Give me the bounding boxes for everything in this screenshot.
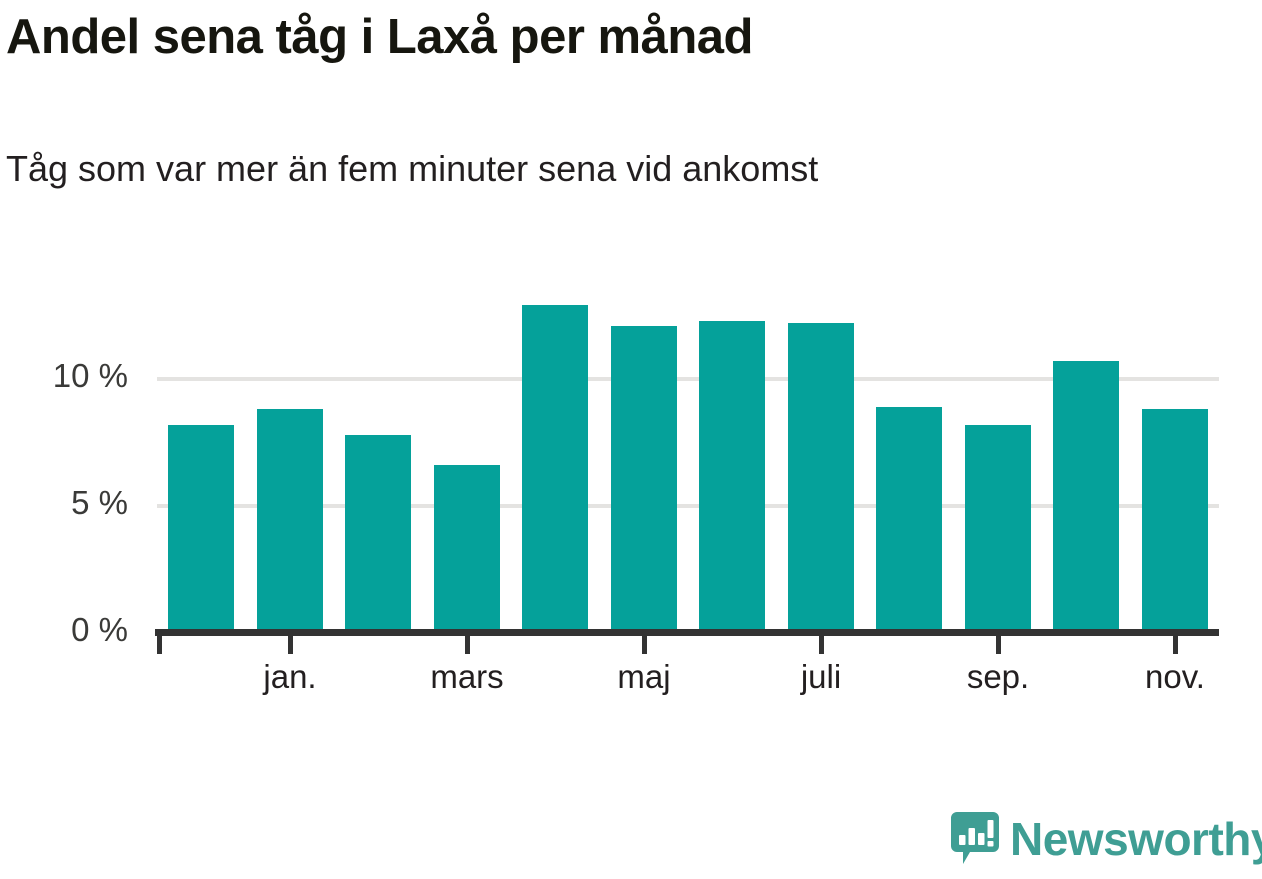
x-axis-tick (819, 636, 824, 654)
x-axis-label-juli: juli (800, 658, 842, 695)
x-axis-tick (996, 636, 1001, 654)
x-axis-tick (465, 636, 470, 654)
bar-chart-speech-bubble-icon (951, 812, 999, 864)
y-axis-label-10: 10 % (52, 357, 128, 394)
bar[interactable] (699, 321, 765, 633)
bar[interactable] (168, 425, 234, 633)
x-axis-tick (288, 636, 293, 654)
x-axis-tick-origin (157, 636, 162, 654)
x-axis-label-nov: nov. (1145, 658, 1205, 695)
bar[interactable] (876, 407, 942, 633)
bar[interactable] (522, 305, 588, 633)
x-axis-label-sep: sep. (966, 658, 1030, 695)
bar[interactable] (257, 409, 323, 633)
bar[interactable] (434, 465, 500, 633)
chart-subtitle: Tåg som var mer än fem minuter sena vid … (6, 148, 819, 189)
gridline-10 (157, 377, 1219, 381)
x-axis-line (155, 629, 1219, 636)
bar[interactable] (788, 323, 854, 633)
brand-wordmark: Newsworthy (1010, 812, 1262, 865)
y-axis-label-5: 5 % (71, 484, 128, 521)
bar[interactable] (1142, 409, 1208, 633)
x-axis-tick (642, 636, 647, 654)
x-axis-label-mars: mars (430, 658, 504, 695)
x-axis-label-jan: jan. (263, 658, 317, 695)
bar[interactable] (611, 326, 677, 633)
gridline-5 (157, 504, 1219, 508)
y-axis-label-0: 0 % (71, 611, 128, 648)
bar[interactable] (965, 425, 1031, 633)
bar[interactable] (345, 435, 411, 633)
x-axis-label-maj: maj (617, 658, 671, 695)
newsworthy-logo: Newsworthy (951, 812, 1262, 865)
x-axis-tick (1173, 636, 1178, 654)
bar[interactable] (1053, 361, 1119, 633)
page-title: Andel sena tåg i Laxå per månad (6, 10, 753, 64)
